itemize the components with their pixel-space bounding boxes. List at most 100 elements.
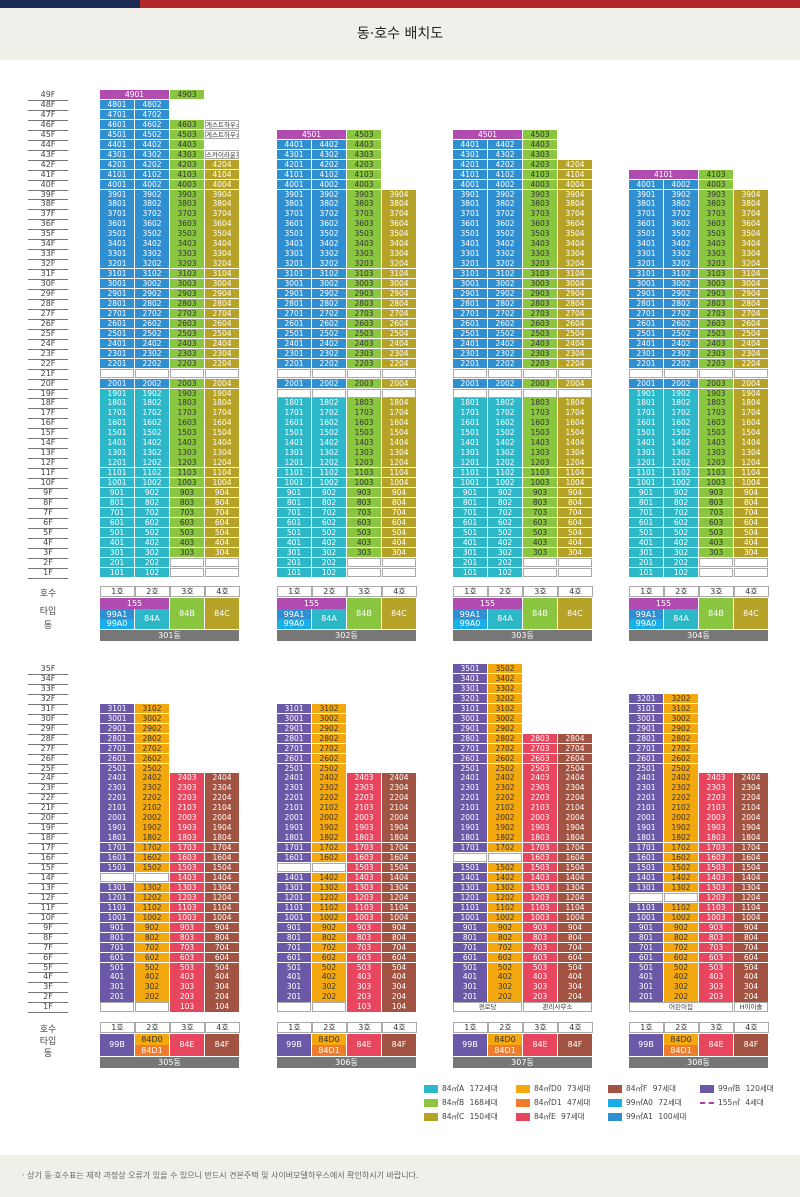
floor-label: 15F bbox=[40, 428, 56, 438]
unit-cell: 1404 bbox=[205, 872, 239, 883]
unit-cell: 2002 bbox=[312, 813, 346, 823]
unit-cell: 1801 bbox=[453, 398, 487, 408]
unit-cell: 1501 bbox=[453, 428, 487, 438]
unit-cell: 1501 bbox=[453, 863, 487, 873]
unit-cell: 1702 bbox=[488, 408, 522, 418]
unit-cell: 303 bbox=[170, 547, 204, 558]
ho-label: 1호 bbox=[277, 585, 312, 597]
unit-cell: 3703 bbox=[347, 209, 381, 219]
unit-cell: 1302 bbox=[664, 882, 698, 893]
unit-cell: 4601 bbox=[100, 119, 134, 130]
unit-cell: 3501 bbox=[629, 229, 663, 239]
unit-cell: 1704 bbox=[382, 408, 416, 418]
unit-cell: 2201 bbox=[629, 358, 663, 368]
unit-cell: 2402 bbox=[312, 773, 346, 783]
unit-cell: 2301 bbox=[629, 348, 663, 359]
floor-line bbox=[28, 527, 68, 529]
unit-cell: 1203 bbox=[347, 458, 381, 468]
unit-cell: 2401 bbox=[629, 773, 663, 783]
unit-cell: 4103 bbox=[699, 169, 733, 179]
unit-cell: 803 bbox=[523, 932, 557, 942]
unit-cell: 403 bbox=[699, 537, 733, 548]
unit-cell: 2701 bbox=[277, 308, 311, 319]
unit-cell: 304 bbox=[734, 982, 768, 992]
unit-cell: 3003 bbox=[347, 279, 381, 289]
floor-line bbox=[28, 388, 68, 390]
floor-line bbox=[28, 673, 68, 675]
legend-swatch bbox=[608, 1085, 622, 1093]
unit-cell: 2303 bbox=[347, 783, 381, 793]
floor-line bbox=[28, 497, 68, 499]
unit-cell: 2502 bbox=[135, 328, 169, 339]
unit-cell: 4002 bbox=[312, 179, 346, 189]
ho-label: 4호 bbox=[382, 585, 417, 597]
legend-label: 84㎡E bbox=[534, 1112, 556, 1121]
unit-cell: 804 bbox=[382, 497, 416, 508]
unit-cell: 404 bbox=[558, 537, 592, 548]
unit-cell: 2303 bbox=[699, 783, 733, 793]
ho-label: 4호 bbox=[205, 1022, 240, 1034]
unit-cell: 2204 bbox=[382, 358, 416, 368]
unit-cell: 2701 bbox=[453, 308, 487, 319]
unit-cell: 2504 bbox=[734, 328, 768, 339]
unit-cell: 2404 bbox=[205, 338, 239, 349]
unit-cell: 2702 bbox=[135, 743, 169, 753]
ho-label: 3호 bbox=[523, 585, 558, 597]
unit-cell: 701 bbox=[453, 942, 487, 952]
unit-cell: 4202 bbox=[312, 159, 346, 169]
unit-cell: 603 bbox=[170, 517, 204, 528]
unit-cell: 804 bbox=[734, 932, 768, 942]
legend-swatch bbox=[516, 1085, 530, 1093]
type-155: 155 bbox=[453, 597, 522, 609]
pilotis-cell bbox=[277, 368, 311, 378]
unit-cell: 2403 bbox=[347, 773, 381, 783]
unit-cell: 1702 bbox=[135, 843, 169, 853]
unit-cell: 3004 bbox=[734, 279, 768, 289]
type-99B: 99B bbox=[277, 1034, 311, 1057]
floor-line bbox=[28, 189, 68, 191]
unit-cell: 2301 bbox=[100, 783, 134, 793]
legend-item: 84㎡E 97세대 bbox=[516, 1112, 585, 1122]
type-84F: 84F bbox=[205, 1034, 239, 1057]
pilotis-cell bbox=[453, 388, 487, 398]
unit-cell: 1301 bbox=[277, 448, 311, 458]
unit-cell: 401 bbox=[100, 537, 134, 548]
type-84D1: 84D1 bbox=[664, 1045, 698, 1057]
guest-house-note: 게스트하우스 bbox=[205, 119, 239, 130]
unit-cell: 3202 bbox=[312, 259, 346, 269]
senior-note: 경로당 bbox=[453, 1002, 522, 1012]
floor-line bbox=[28, 159, 68, 161]
legend-item: 99㎡A0 72세대 bbox=[608, 1098, 682, 1108]
unit-cell: 1001 bbox=[453, 478, 487, 488]
unit-cell: 2302 bbox=[135, 348, 169, 359]
unit-cell: 501 bbox=[629, 962, 663, 972]
unit-cell: 1303 bbox=[699, 448, 733, 458]
unit-cell: 702 bbox=[312, 942, 346, 952]
unit-cell: 4401 bbox=[100, 139, 134, 150]
unit-cell: 3303 bbox=[699, 249, 733, 259]
unit-cell: 602 bbox=[312, 517, 346, 528]
unit-cell: 1201 bbox=[277, 892, 311, 903]
unit-cell: 904 bbox=[558, 488, 592, 498]
penthouse-cell: 4101 bbox=[629, 169, 698, 179]
unit-cell: 1602 bbox=[664, 853, 698, 863]
unit-cell: 3504 bbox=[558, 229, 592, 239]
floor-label: 39F bbox=[40, 189, 56, 199]
unit-cell: 3001 bbox=[100, 713, 134, 724]
unit-cell: 3401 bbox=[453, 239, 487, 249]
unit-cell: 2304 bbox=[558, 783, 592, 793]
unit-cell: 201 bbox=[100, 557, 134, 567]
floor-line bbox=[28, 219, 68, 221]
type-99A1: 99A1 bbox=[453, 608, 487, 619]
unit-cell: 1703 bbox=[523, 408, 557, 418]
unit-cell: 2402 bbox=[135, 338, 169, 349]
type-84E: 84E bbox=[523, 1034, 557, 1057]
unit-cell: 1103 bbox=[699, 468, 733, 478]
unit-cell: 2902 bbox=[312, 289, 346, 299]
ho-label: 4호 bbox=[558, 585, 593, 597]
floor-label: 7F bbox=[43, 942, 53, 952]
floor-label: 33F bbox=[40, 249, 56, 259]
unit-cell: 2901 bbox=[100, 289, 134, 299]
unit-cell: 2501 bbox=[629, 763, 663, 773]
floor-label: 2F bbox=[43, 557, 53, 567]
